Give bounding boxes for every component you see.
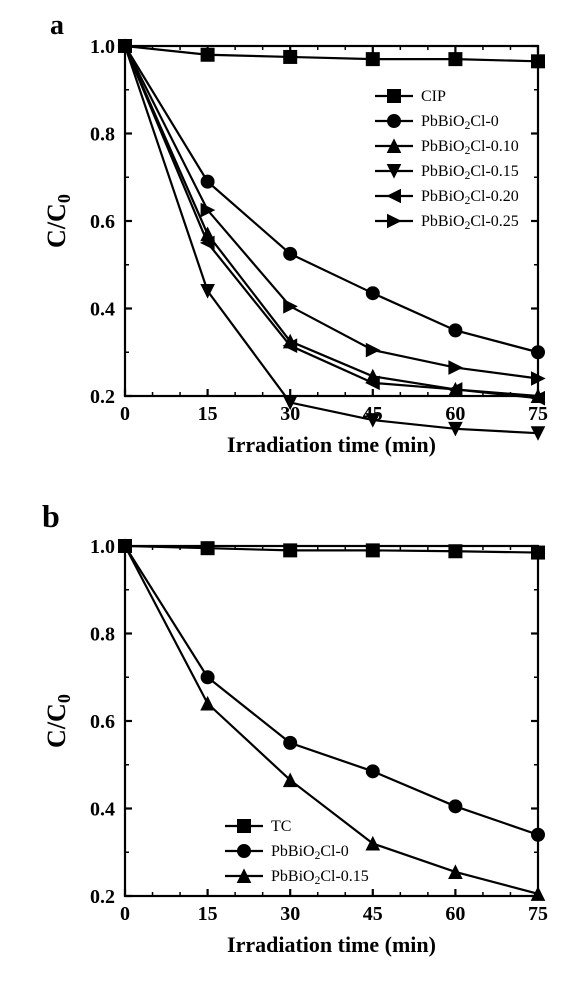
svg-text:0.8: 0.8 [90, 624, 115, 646]
svg-text:0.4: 0.4 [90, 799, 115, 821]
svg-text:0.6: 0.6 [90, 211, 115, 233]
x-axis-label: Irradiation time (min) [227, 432, 436, 457]
svg-text:0: 0 [120, 903, 130, 925]
legend-label-0: CIP [421, 88, 446, 105]
series-line-1 [125, 546, 538, 835]
svg-text:75: 75 [528, 403, 548, 425]
x-axis-label: Irradiation time (min) [227, 932, 436, 957]
svg-text:0.8: 0.8 [90, 124, 115, 146]
series-line-3 [125, 46, 538, 433]
series-line-2 [125, 546, 538, 894]
series-line-0 [125, 46, 538, 61]
svg-text:15: 15 [198, 903, 218, 925]
legend-label-4: PbBiO2Cl-0.20 [421, 188, 519, 207]
legend-label-2: PbBiO2Cl-0.15 [271, 868, 369, 887]
y-axis-label: C/C0 [42, 694, 74, 748]
y-axis-label: C/C0 [42, 194, 74, 248]
legend-label-2: PbBiO2Cl-0.10 [421, 138, 519, 157]
svg-text:1.0: 1.0 [90, 36, 115, 58]
svg-text:0.6: 0.6 [90, 711, 115, 733]
svg-text:0.4: 0.4 [90, 299, 115, 321]
legend-label-1: PbBiO2Cl-0 [271, 843, 349, 862]
svg-text:30: 30 [280, 903, 300, 925]
panel-a-plot: 015304560750.20.40.60.81.0Irradiation ti… [40, 20, 560, 470]
svg-text:0.2: 0.2 [90, 386, 115, 408]
svg-text:60: 60 [445, 403, 465, 425]
legend-label-3: PbBiO2Cl-0.15 [421, 163, 519, 182]
svg-text:60: 60 [445, 903, 465, 925]
svg-text:15: 15 [198, 403, 218, 425]
legend-label-0: TC [271, 818, 291, 835]
svg-text:45: 45 [363, 903, 383, 925]
legend-label-5: PbBiO2Cl-0.25 [421, 213, 519, 232]
legend-label-1: PbBiO2Cl-0 [421, 113, 499, 132]
svg-text:1.0: 1.0 [90, 536, 115, 558]
svg-text:0.2: 0.2 [90, 886, 115, 908]
svg-text:0: 0 [120, 403, 130, 425]
svg-text:75: 75 [528, 903, 548, 925]
panel-b-plot: 0 15 30 45 60 75 0.2 0.4 0.6 0.8 1.0 Irradiation ti… [40, 520, 560, 970]
